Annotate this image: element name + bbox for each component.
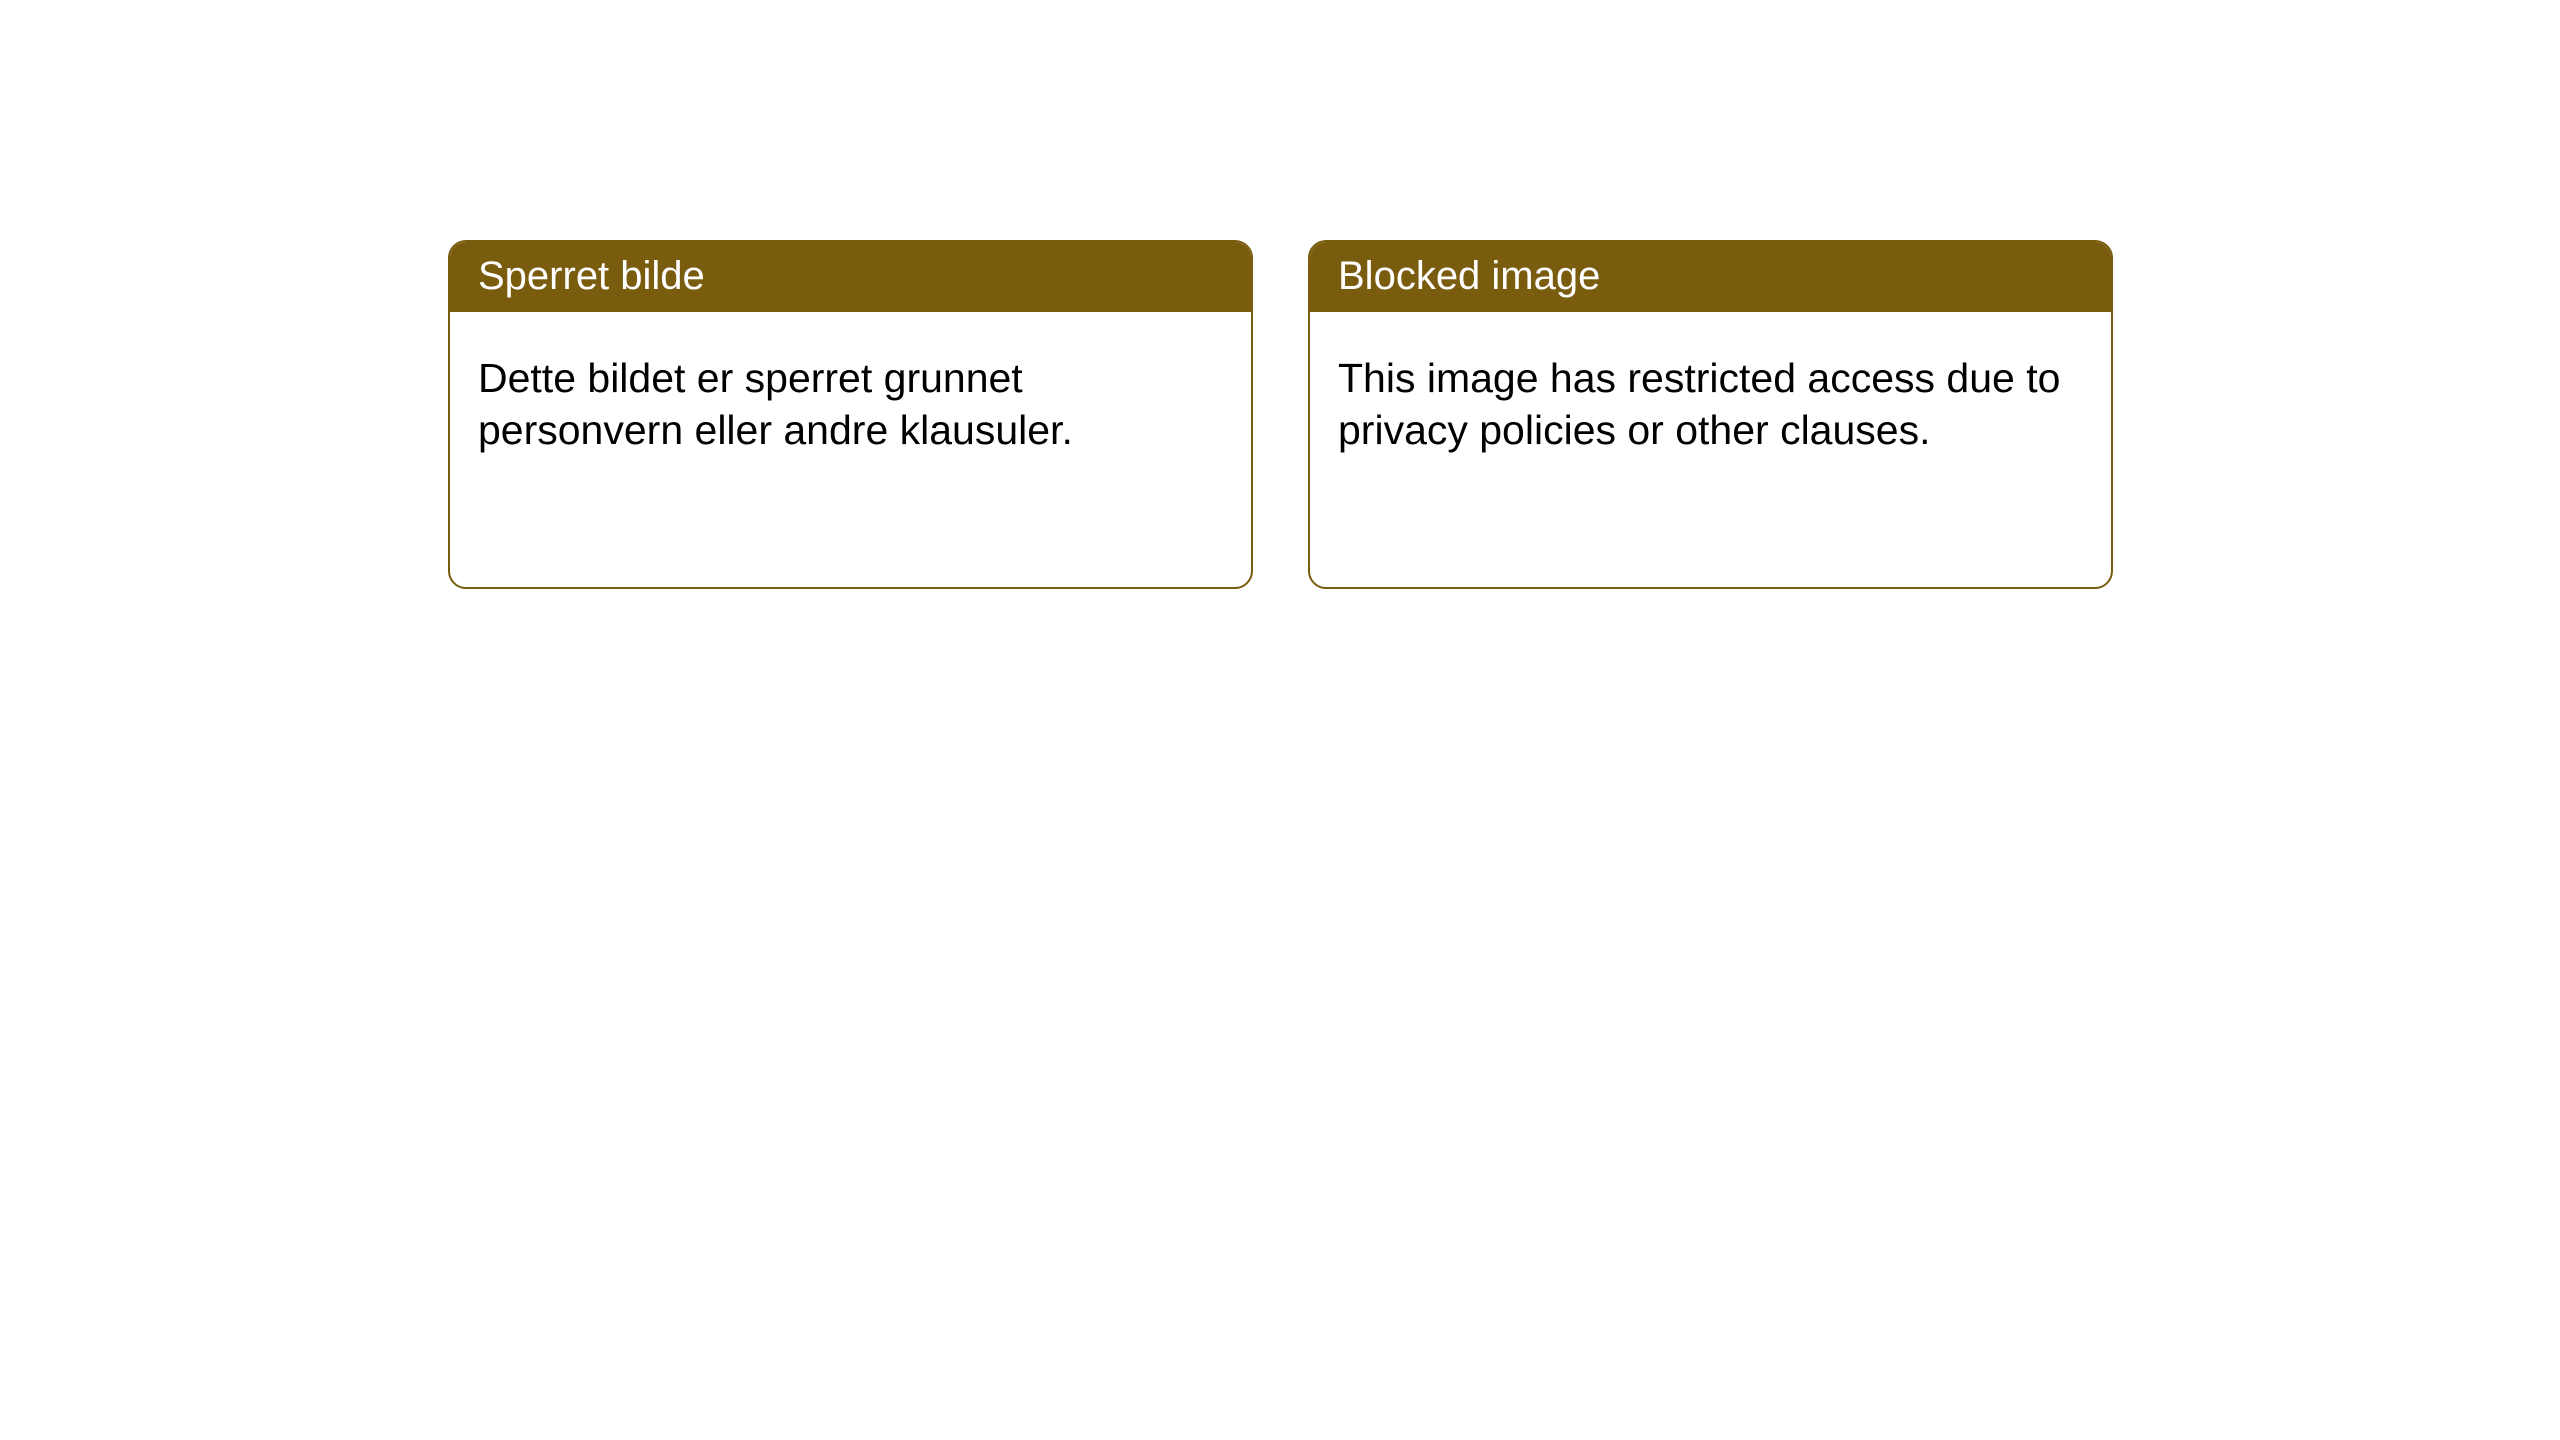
notice-card-body: This image has restricted access due to … (1310, 312, 2111, 587)
notice-card-title: Blocked image (1310, 242, 2111, 312)
notice-card-body: Dette bildet er sperret grunnet personve… (450, 312, 1251, 587)
notice-card-title: Sperret bilde (450, 242, 1251, 312)
notice-cards-container: Sperret bilde Dette bildet er sperret gr… (448, 240, 2113, 589)
notice-card-norwegian: Sperret bilde Dette bildet er sperret gr… (448, 240, 1253, 589)
notice-card-english: Blocked image This image has restricted … (1308, 240, 2113, 589)
